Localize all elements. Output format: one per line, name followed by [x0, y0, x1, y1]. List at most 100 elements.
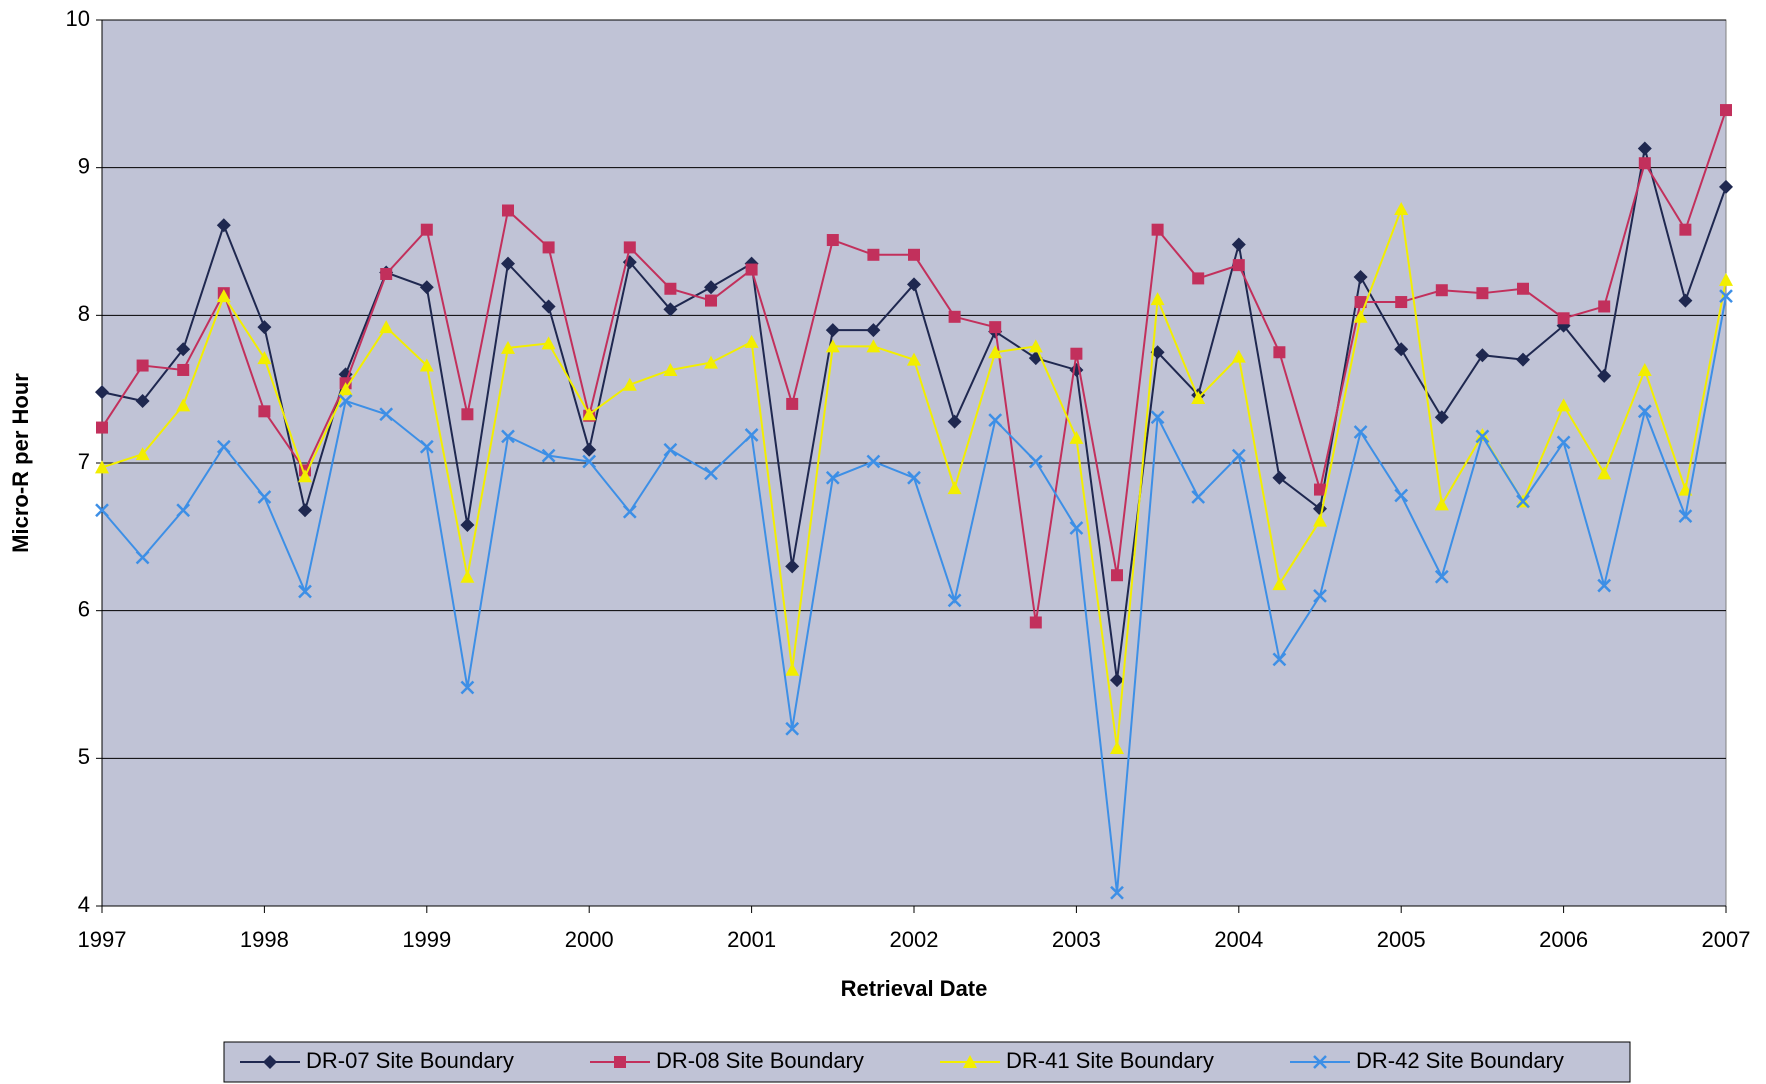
- marker: [460, 518, 475, 533]
- marker: [989, 321, 1002, 334]
- marker: [582, 442, 597, 457]
- x-tick-label: 1997: [78, 927, 127, 952]
- marker: [1191, 391, 1206, 405]
- marker: [1354, 296, 1367, 309]
- marker: [1394, 342, 1409, 357]
- marker: [1597, 578, 1612, 593]
- marker: [95, 385, 109, 400]
- marker: [785, 559, 800, 574]
- marker: [136, 359, 149, 372]
- marker: [1719, 179, 1733, 194]
- marker: [1231, 349, 1246, 363]
- legend-box: [223, 1041, 1631, 1083]
- marker: [420, 223, 433, 236]
- marker: [947, 593, 962, 608]
- marker: [419, 439, 434, 454]
- series: [95, 289, 1733, 900]
- marker: [1516, 494, 1530, 509]
- marker: [1314, 483, 1326, 496]
- marker: [1110, 673, 1124, 688]
- marker: [216, 439, 231, 454]
- marker: [988, 413, 1003, 428]
- marker: [1353, 425, 1368, 439]
- marker: [177, 363, 190, 376]
- marker: [298, 503, 312, 518]
- y-tick-label: 6: [78, 596, 90, 621]
- marker: [663, 362, 678, 376]
- marker: [866, 323, 881, 338]
- y-tick-label: 4: [78, 892, 90, 917]
- marker: [1637, 362, 1652, 376]
- marker: [257, 351, 272, 365]
- marker: [298, 584, 312, 599]
- marker: [1597, 368, 1612, 383]
- marker: [1069, 521, 1084, 535]
- marker: [1192, 272, 1205, 285]
- marker: [1475, 427, 1490, 441]
- marker: [963, 1055, 977, 1068]
- y-tick-label: 7: [78, 449, 90, 474]
- marker: [1150, 292, 1165, 306]
- marker: [216, 218, 231, 233]
- x-tick-label: 2004: [1214, 927, 1263, 952]
- marker: [460, 680, 475, 695]
- marker: [663, 302, 678, 317]
- marker: [1475, 348, 1490, 363]
- marker: [705, 294, 717, 307]
- marker: [1434, 569, 1449, 584]
- marker: [1394, 488, 1409, 503]
- marker: [298, 469, 312, 483]
- marker: [501, 340, 515, 354]
- marker: [948, 310, 961, 323]
- marker: [623, 241, 636, 254]
- marker: [1557, 312, 1570, 325]
- x-tick-label: 2001: [727, 927, 776, 952]
- marker: [785, 662, 800, 676]
- marker: [96, 421, 108, 434]
- marker: [825, 339, 840, 353]
- x-tick-label: 2006: [1539, 927, 1588, 952]
- marker: [1353, 309, 1368, 323]
- marker: [867, 248, 880, 261]
- marker: [582, 407, 597, 421]
- legend-label: DR-08 Site Boundary: [656, 1048, 864, 1073]
- marker: [1556, 435, 1571, 450]
- marker: [379, 320, 394, 334]
- marker: [1678, 293, 1693, 308]
- marker: [663, 442, 678, 457]
- marker: [1353, 269, 1368, 284]
- marker: [744, 428, 759, 442]
- marker: [135, 447, 150, 461]
- x-axis-title: Retrieval Date: [841, 976, 988, 1001]
- marker: [1070, 347, 1083, 360]
- x-tick-label: 1998: [240, 927, 289, 952]
- marker: [825, 323, 840, 338]
- marker: [135, 393, 150, 408]
- marker: [1110, 885, 1124, 900]
- marker: [988, 345, 1003, 359]
- marker: [461, 408, 474, 421]
- marker: [263, 1055, 277, 1069]
- marker: [908, 248, 920, 261]
- marker: [1110, 740, 1124, 754]
- y-tick-label: 8: [78, 301, 90, 326]
- marker: [501, 429, 515, 444]
- marker: [744, 334, 759, 348]
- x-tick-label: 1999: [402, 927, 451, 952]
- marker: [501, 256, 515, 271]
- marker: [704, 355, 718, 369]
- marker: [947, 481, 962, 495]
- marker: [176, 398, 191, 412]
- marker: [745, 263, 758, 276]
- y-tick-label: 10: [66, 6, 90, 31]
- marker: [338, 394, 353, 408]
- series: [95, 202, 1733, 754]
- marker: [1638, 157, 1651, 170]
- x-tick-label: 2005: [1377, 927, 1426, 952]
- marker: [1150, 410, 1165, 425]
- marker: [1111, 569, 1123, 582]
- series: [95, 141, 1733, 688]
- x-tick-label: 2000: [565, 927, 614, 952]
- marker: [1556, 398, 1571, 412]
- marker: [1516, 352, 1530, 367]
